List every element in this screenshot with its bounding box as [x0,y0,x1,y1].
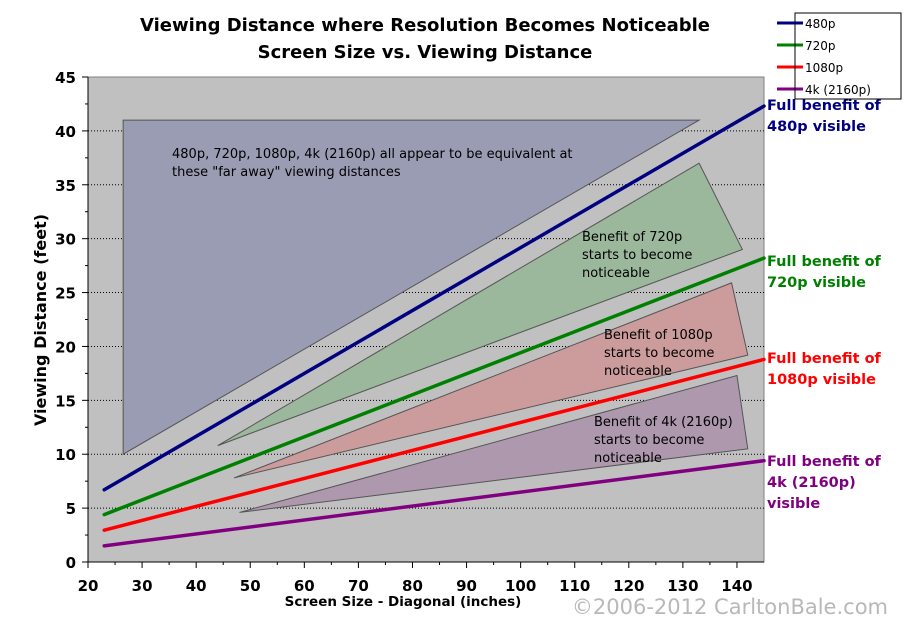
region-0 [122,119,701,456]
x-tick-label: 50 [240,577,261,595]
end-label: Full benefit of [767,254,882,270]
legend-label: 720p [805,39,836,53]
region-label: noticeable [582,266,650,281]
y-tick-label: 20 [55,338,76,356]
legend-label: 4k (2160p) [805,83,871,97]
x-tick-label: 60 [294,577,315,595]
copyright: ©2006-2012 CarltonBale.com [572,595,888,619]
y-tick-label: 15 [55,392,76,410]
end-label: visible [767,496,820,512]
x-tick-label: 130 [667,577,698,595]
x-tick-label: 30 [132,577,153,595]
legend-label: 480p [805,17,836,31]
y-tick-label: 40 [55,123,76,141]
region-label: these "far away" viewing distances [172,165,401,180]
y-tick-label: 0 [66,554,76,572]
region-label: starts to become [594,433,704,448]
region-label: starts to become [582,248,692,263]
y-tick-label: 45 [55,69,76,87]
end-label: 1080p visible [767,372,876,388]
x-tick-label: 80 [402,577,423,595]
x-tick-label: 70 [348,577,369,595]
y-tick-label: 35 [55,177,76,195]
chart-subtitle: Screen Size vs. Viewing Distance [258,42,593,63]
chart-title: Viewing Distance where Resolution Become… [140,15,710,36]
x-tick-label: 90 [456,577,477,595]
legend [794,12,902,100]
end-label: Full benefit of [767,351,882,367]
x-tick-label: 40 [186,577,207,595]
x-tick-label: 20 [78,577,99,595]
region-label: noticeable [604,364,672,379]
x-axis-label: Screen Size - Diagonal (inches) [285,594,522,610]
region-label: Benefit of 4k (2160p) [594,415,733,430]
region-1 [217,162,744,447]
region-label: 480p, 720p, 1080p, 4k (2160p) all appear… [172,147,573,162]
region-3 [239,374,749,513]
region-label: starts to become [604,346,714,361]
x-tick-label: 140 [721,577,752,595]
series-line-4k (2160p) [102,458,766,548]
end-label: Full benefit of [767,98,882,114]
end-label: 720p visible [767,275,866,291]
y-tick-label: 25 [55,285,76,303]
x-tick-label: 100 [505,577,536,595]
y-tick-label: 10 [55,446,76,464]
region-label: Benefit of 720p [582,230,682,245]
region-label: Benefit of 1080p [604,328,713,343]
x-tick-label: 110 [559,577,590,595]
y-tick-label: 5 [66,500,76,518]
region-2 [233,282,749,479]
region-label: noticeable [594,451,662,466]
series-line-480p [102,104,766,492]
series-line-720p [102,256,766,517]
y-axis-label: Viewing Distance (feet) [31,214,50,426]
y-tick-label: 30 [55,231,76,249]
end-label: Full benefit of [767,454,882,470]
series-line-1080p [102,357,766,532]
end-label: 480p visible [767,119,866,135]
x-tick-label: 120 [613,577,644,595]
legend-label: 1080p [805,61,843,75]
end-label: 4k (2160p) [767,475,856,491]
